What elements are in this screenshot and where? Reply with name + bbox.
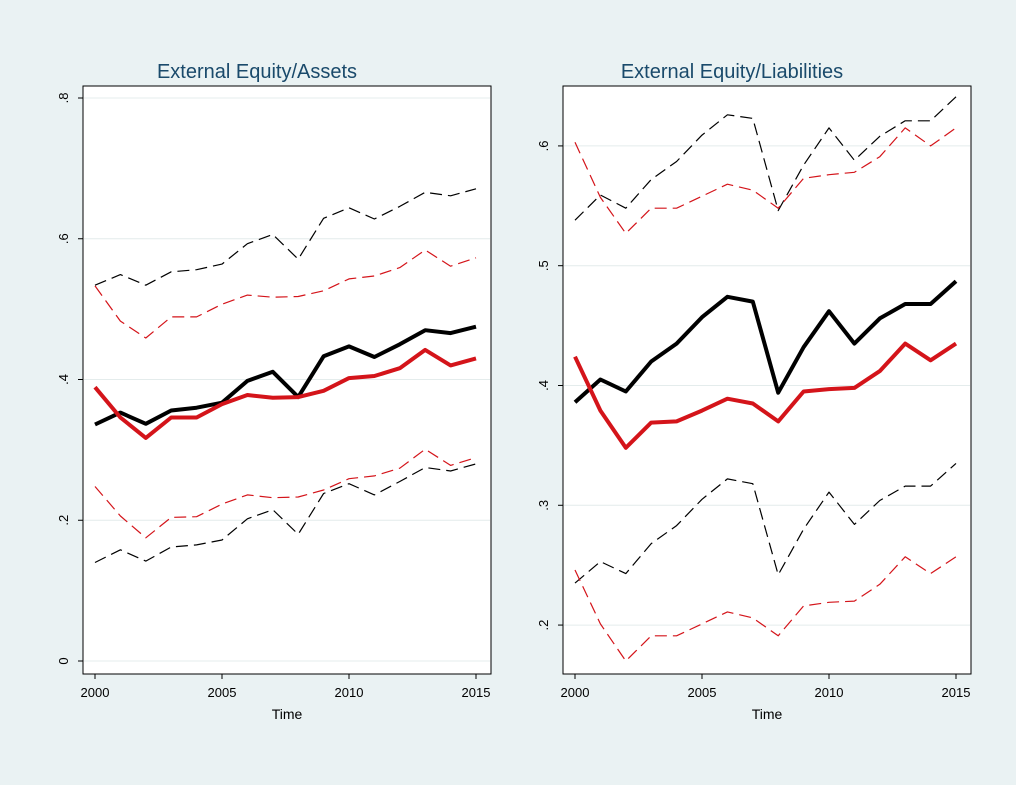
y-tick-label: 0: [56, 657, 71, 664]
y-tick-label: .8: [56, 93, 71, 104]
x-tick-label: 2000: [81, 685, 110, 700]
chart-title: External Equity/Liabilities: [621, 61, 843, 83]
y-tick-label: .2: [56, 515, 71, 526]
y-tick-label: .6: [536, 140, 551, 151]
x-tick-label: 2010: [815, 685, 844, 700]
series-line-4: [93, 347, 477, 440]
chart-panel-2: .2 .3 .4 .5 .6 2000 2005 2010 2015 Time External E…: [536, 61, 972, 722]
series-line-1: [573, 279, 958, 404]
y-tick-label: .4: [56, 374, 71, 385]
y-tick-label: .3: [536, 500, 551, 511]
x-tick-label: 2005: [208, 685, 237, 700]
series-line-3: [94, 463, 477, 564]
y-tick-label: .6: [56, 233, 71, 244]
x-tick-label: 2015: [942, 685, 971, 700]
x-axis-label: Time: [272, 706, 303, 722]
series-line-6: [94, 448, 477, 539]
x-tick-label: 2010: [335, 685, 364, 700]
series-line-5: [574, 127, 957, 234]
chart-panel-1: 0 .2 .4 .6 .8 2000 2005 2010 2015 Time External Eq…: [56, 61, 492, 722]
x-axis-label: Time: [752, 706, 783, 722]
x-tick-label: 2005: [688, 685, 717, 700]
y-tick-label: .4: [536, 380, 551, 391]
x-tick-label: 2000: [561, 685, 590, 700]
series-line-2: [574, 96, 957, 221]
y-tick-label: .2: [536, 620, 551, 631]
series-line-4: [573, 341, 958, 450]
chart-title: External Equity/Assets: [157, 61, 357, 83]
y-tick-label: .5: [536, 260, 551, 271]
series-line-5: [94, 249, 477, 339]
series-line-3: [574, 462, 957, 584]
plot-area: [562, 85, 972, 675]
series-line-6: [574, 556, 957, 662]
x-tick-label: 2015: [462, 685, 491, 700]
series-line-1: [94, 324, 477, 427]
